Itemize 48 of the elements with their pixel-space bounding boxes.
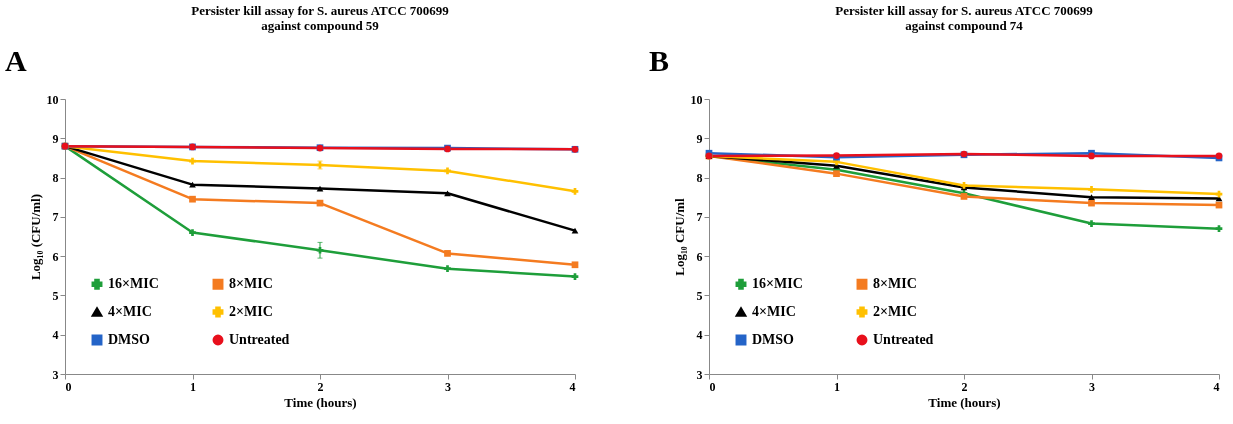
text: A (5, 44, 27, 77)
x-tick-label: 1 (190, 379, 196, 394)
legend-label: DMSO (752, 332, 795, 347)
x-tick-label: 4 (1213, 379, 1220, 394)
legend-label: 8×MIC (229, 276, 273, 292)
legend-label: Untreated (229, 332, 290, 347)
y-tick-label: 8 (52, 171, 59, 186)
x-tick-label: 2 (961, 379, 968, 394)
y-tick-label: 4 (52, 328, 59, 343)
x-tick-label: 3 (445, 379, 451, 394)
y-axis-title: Log₁₀ (CFU/ml) (27, 193, 43, 281)
y-tick-label: 5 (52, 288, 59, 303)
y-tick-label: 4 (696, 328, 703, 343)
x-tick-label: 0 (709, 379, 716, 394)
y-tick-label: 9 (52, 131, 59, 146)
y-tick-label: 3 (52, 367, 59, 382)
legend-label: Untreated (873, 332, 934, 347)
y-tick-label: 7 (52, 210, 59, 225)
y-tick-label: 10 (46, 92, 59, 107)
x-tick-label: 3 (1089, 379, 1095, 394)
text: B (649, 44, 670, 77)
x-tick-label: 0 (65, 379, 72, 394)
y-tick-label: 5 (696, 288, 703, 303)
y-axis-title: Log₁₀ CFU/ml (671, 197, 687, 276)
legend-label: 8×MIC (873, 276, 917, 292)
legend-label: DMSO (108, 332, 151, 347)
text: against compound 74 (905, 18, 1023, 33)
x-tick-label: 2 (317, 379, 324, 394)
legend-label: 4×MIC (108, 304, 152, 319)
y-tick-label: 7 (696, 210, 703, 225)
legend-label: 2×MIC (873, 304, 917, 319)
text: against compound 59 (261, 18, 379, 33)
x-axis-title: Time (hours) (284, 394, 357, 410)
y-tick-label: 6 (52, 249, 59, 264)
y-tick-label: 6 (696, 249, 703, 264)
x-tick-label: 4 (569, 379, 576, 394)
legend-label: 16×MIC (752, 276, 803, 292)
x-axis-title: Time (hours) (928, 394, 1001, 410)
legend-label: 4×MIC (752, 304, 796, 319)
y-tick-label: 3 (696, 367, 703, 382)
y-tick-label: 8 (696, 171, 703, 186)
x-tick-label: 1 (834, 379, 840, 394)
y-tick-label: 10 (690, 92, 703, 107)
text: Persister kill assay for S. aureus ATCC 700699 (835, 3, 1093, 18)
y-tick-label: 9 (696, 131, 703, 146)
text: Persister kill assay for S. aureus ATCC 700699 (191, 3, 449, 18)
legend-label: 2×MIC (229, 304, 273, 319)
legend-label: 16×MIC (108, 276, 159, 292)
